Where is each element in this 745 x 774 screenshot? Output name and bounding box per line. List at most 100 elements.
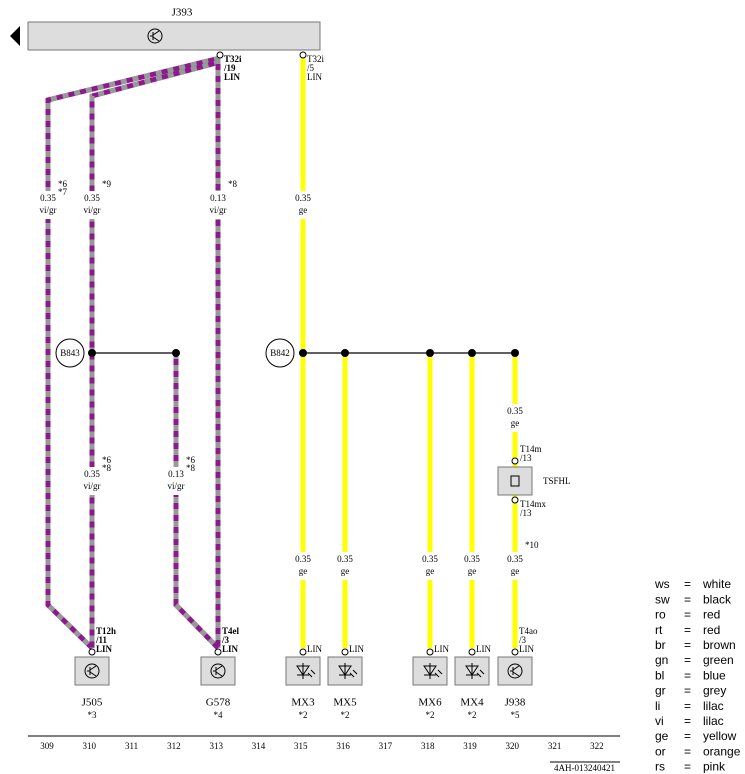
- column-number: 320: [506, 741, 520, 751]
- legend-code: ro: [655, 608, 666, 622]
- pin: [299, 648, 307, 656]
- tsfhl-label: TSFHL: [543, 476, 571, 486]
- symbol-lines: [150, 30, 160, 42]
- connector-name: T4ao: [519, 626, 538, 636]
- legend-code: ge: [655, 729, 669, 743]
- wire-color: vi/gr: [84, 481, 101, 491]
- connector-name: T14mx: [520, 499, 546, 509]
- label-gap: [291, 191, 315, 219]
- wire-vi-gr-stripe: [45, 55, 221, 650]
- label-gap: [206, 191, 230, 219]
- legend-separator: =: [684, 668, 691, 682]
- legend-separator: =: [684, 608, 691, 622]
- column-number: 311: [125, 741, 138, 751]
- component-name: MX5: [333, 697, 357, 709]
- junction-dot: [299, 349, 307, 357]
- component-note: *2: [299, 710, 308, 720]
- led-symbol: [338, 663, 358, 679]
- label-gap: [503, 404, 527, 432]
- legend-code: gn: [655, 653, 668, 667]
- component-note: *2: [426, 710, 435, 720]
- connector-signal: LIN: [349, 644, 364, 654]
- wire-color: ge: [511, 566, 520, 576]
- legend-code: sw: [655, 592, 670, 606]
- pin: [214, 648, 222, 656]
- component-name: G578: [206, 697, 231, 709]
- label-gap: [333, 552, 357, 580]
- connector-pin: /19: [223, 63, 236, 73]
- column-number: 313: [209, 741, 223, 751]
- legend-meaning: red: [703, 608, 720, 622]
- legend-code: br: [655, 638, 666, 652]
- wire-color: ge: [299, 566, 308, 576]
- pin: [468, 648, 476, 656]
- component-name: MX6: [418, 697, 442, 709]
- pin: [216, 51, 224, 59]
- label-gap: [460, 552, 484, 580]
- connector-name: T32i: [307, 54, 324, 64]
- symbol-lines: [213, 665, 223, 677]
- pin: [88, 648, 96, 656]
- label-gap: [80, 467, 104, 495]
- legend-meaning: green: [703, 653, 734, 667]
- legend-meaning: yellow: [703, 729, 737, 743]
- symbol-circle: [210, 663, 226, 679]
- connector-name: T14m: [520, 444, 542, 454]
- wire-vi-gr-stripe: [89, 59, 221, 648]
- symbol-circle: [507, 663, 523, 679]
- column-number: 309: [40, 741, 54, 751]
- wire-note: *6: [102, 455, 112, 465]
- component-note: *3: [88, 710, 98, 720]
- splice: [265, 338, 295, 368]
- pin: [511, 648, 519, 656]
- wire-note: *8: [186, 463, 196, 473]
- pin: [426, 648, 434, 656]
- connector-signal: LIN: [434, 644, 449, 654]
- wire-gauge: 0.13: [210, 193, 226, 203]
- symbol-lines: [510, 665, 520, 677]
- connector-signal: LIN: [476, 644, 491, 654]
- wire-color: ge: [426, 566, 435, 576]
- connector-signal: LIN: [307, 644, 322, 654]
- legend-meaning: orange: [703, 744, 741, 758]
- legend-separator: =: [684, 714, 691, 728]
- pin: [511, 457, 519, 465]
- pin: [299, 51, 307, 59]
- column-number: 319: [463, 741, 477, 751]
- wire-gauge: 0.35: [295, 193, 311, 203]
- wire-note: *9: [102, 179, 112, 189]
- legend-separator: =: [684, 638, 691, 652]
- component-name: MX4: [460, 697, 484, 709]
- led-symbol: [423, 663, 443, 679]
- column-number: 321: [548, 741, 562, 751]
- wire-color: ge: [511, 418, 520, 428]
- legend-code: or: [655, 744, 666, 758]
- legend-meaning: pink: [703, 760, 726, 774]
- junction-dot: [341, 349, 349, 357]
- wire-vi-gr-stripe: [173, 353, 220, 650]
- wire-gauge: 0.35: [295, 554, 311, 564]
- pin: [511, 496, 519, 504]
- splice-label: B842: [270, 348, 290, 358]
- connector-pin: /13: [520, 508, 532, 518]
- connector-name: T12h: [96, 626, 116, 636]
- doc-id: 4AH-013240421: [554, 763, 615, 773]
- symbol-lines: [87, 665, 97, 677]
- left-arrow: [10, 26, 20, 46]
- legend-code: ws: [654, 577, 670, 591]
- wire-gauge: 0.35: [40, 193, 56, 203]
- component-note: *2: [468, 710, 477, 720]
- legend-separator: =: [684, 744, 691, 758]
- wire-note: *7: [58, 187, 68, 197]
- wire-gauge: 0.13: [168, 469, 184, 479]
- led-symbol: [465, 663, 485, 679]
- component-name: MX3: [291, 697, 315, 709]
- component-note: *2: [341, 710, 350, 720]
- legend-separator: =: [684, 684, 691, 698]
- column-number: 316: [336, 741, 350, 751]
- connector-signal: LIN: [224, 72, 241, 82]
- wire-note: *6: [186, 455, 196, 465]
- junction-dot: [468, 349, 476, 357]
- junction-dot: [511, 349, 519, 357]
- label-gap: [164, 467, 188, 495]
